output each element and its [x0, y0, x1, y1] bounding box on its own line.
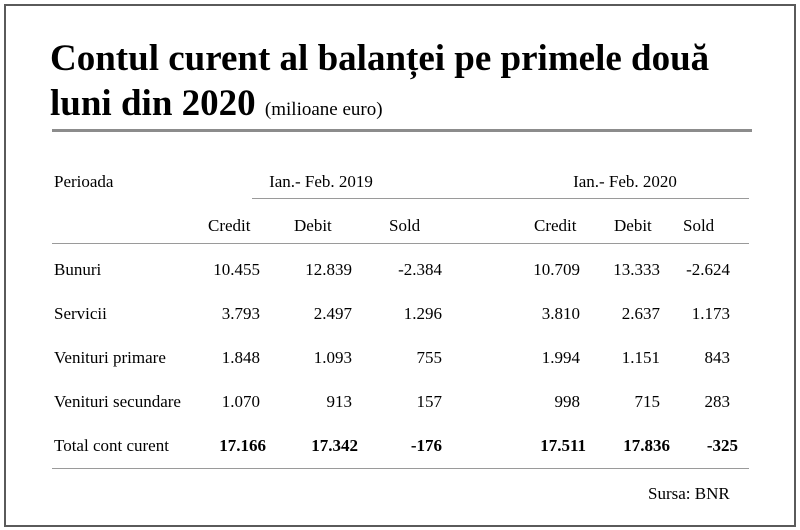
table-cell: 2.497: [313, 304, 352, 323]
column-header-credit-2019: Credit: [208, 216, 251, 235]
table-cell: 283: [704, 392, 731, 411]
period-divider: [252, 198, 749, 199]
table-cell: 17.342: [311, 436, 358, 455]
row-label-bunuri: Bunuri: [54, 260, 102, 279]
column-header-credit-2020: Credit: [534, 216, 577, 235]
table-cell: 2.637: [621, 304, 660, 323]
column-header-debit-2019: Debit: [294, 216, 332, 235]
source-note: Sursa: BNR: [648, 484, 730, 503]
table-cell: 715: [634, 392, 661, 411]
table-cell: 17.166: [219, 436, 266, 455]
header-divider: [52, 243, 749, 244]
row-label-servicii: Servicii: [54, 304, 107, 323]
table-cell: 1.070: [221, 392, 260, 411]
table-cell: 1.848: [221, 348, 260, 367]
table-cell: 10.709: [533, 260, 580, 279]
table-cell: 10.455: [213, 260, 260, 279]
table-cell: 157: [416, 392, 443, 411]
table-cell: 755: [416, 348, 443, 367]
period-label: Perioada: [54, 172, 114, 191]
period-2019: Ian.- Feb. 2019: [269, 172, 373, 191]
infographic-frame: Contul curent al balanței pe primele dou…: [4, 4, 796, 527]
table-cell: 12.839: [305, 260, 352, 279]
table-cell: 17.836: [623, 436, 670, 455]
row-label-venituri-secundare: Venituri secundare: [54, 392, 181, 411]
table-cell: 1.093: [313, 348, 352, 367]
table-cell: 3.810: [541, 304, 580, 323]
column-header-debit-2020: Debit: [614, 216, 652, 235]
row-label-total: Total cont curent: [54, 436, 169, 455]
footer-divider: [52, 468, 749, 469]
table-cell: 1.994: [541, 348, 580, 367]
column-header-sold-2020: Sold: [683, 216, 715, 235]
table-cell: -325: [706, 436, 738, 455]
table-cell: 3.793: [221, 304, 260, 323]
table-cell: 17.511: [540, 436, 586, 455]
table-cell: -2.624: [686, 260, 730, 279]
table-cell: 913: [326, 392, 353, 411]
table-cell: 1.173: [691, 304, 730, 323]
table-cell: 843: [704, 348, 731, 367]
table-cell: 1.296: [403, 304, 442, 323]
table-cell: 998: [554, 392, 581, 411]
table-cell: 13.333: [613, 260, 660, 279]
title-text: Contul curent al balanței pe primele dou…: [50, 38, 710, 124]
title-divider: [52, 129, 752, 132]
table-cell: -2.384: [398, 260, 442, 279]
row-label-venituri-primare: Venituri primare: [54, 348, 166, 367]
title-unit: (milioane euro): [264, 99, 383, 120]
page-title: Contul curent al balanței pe primele dou…: [50, 36, 770, 132]
column-header-sold-2019: Sold: [389, 216, 421, 235]
period-2020: Ian.- Feb. 2020: [573, 172, 677, 191]
table-cell: -176: [410, 436, 442, 455]
table-cell: 1.151: [621, 348, 660, 367]
